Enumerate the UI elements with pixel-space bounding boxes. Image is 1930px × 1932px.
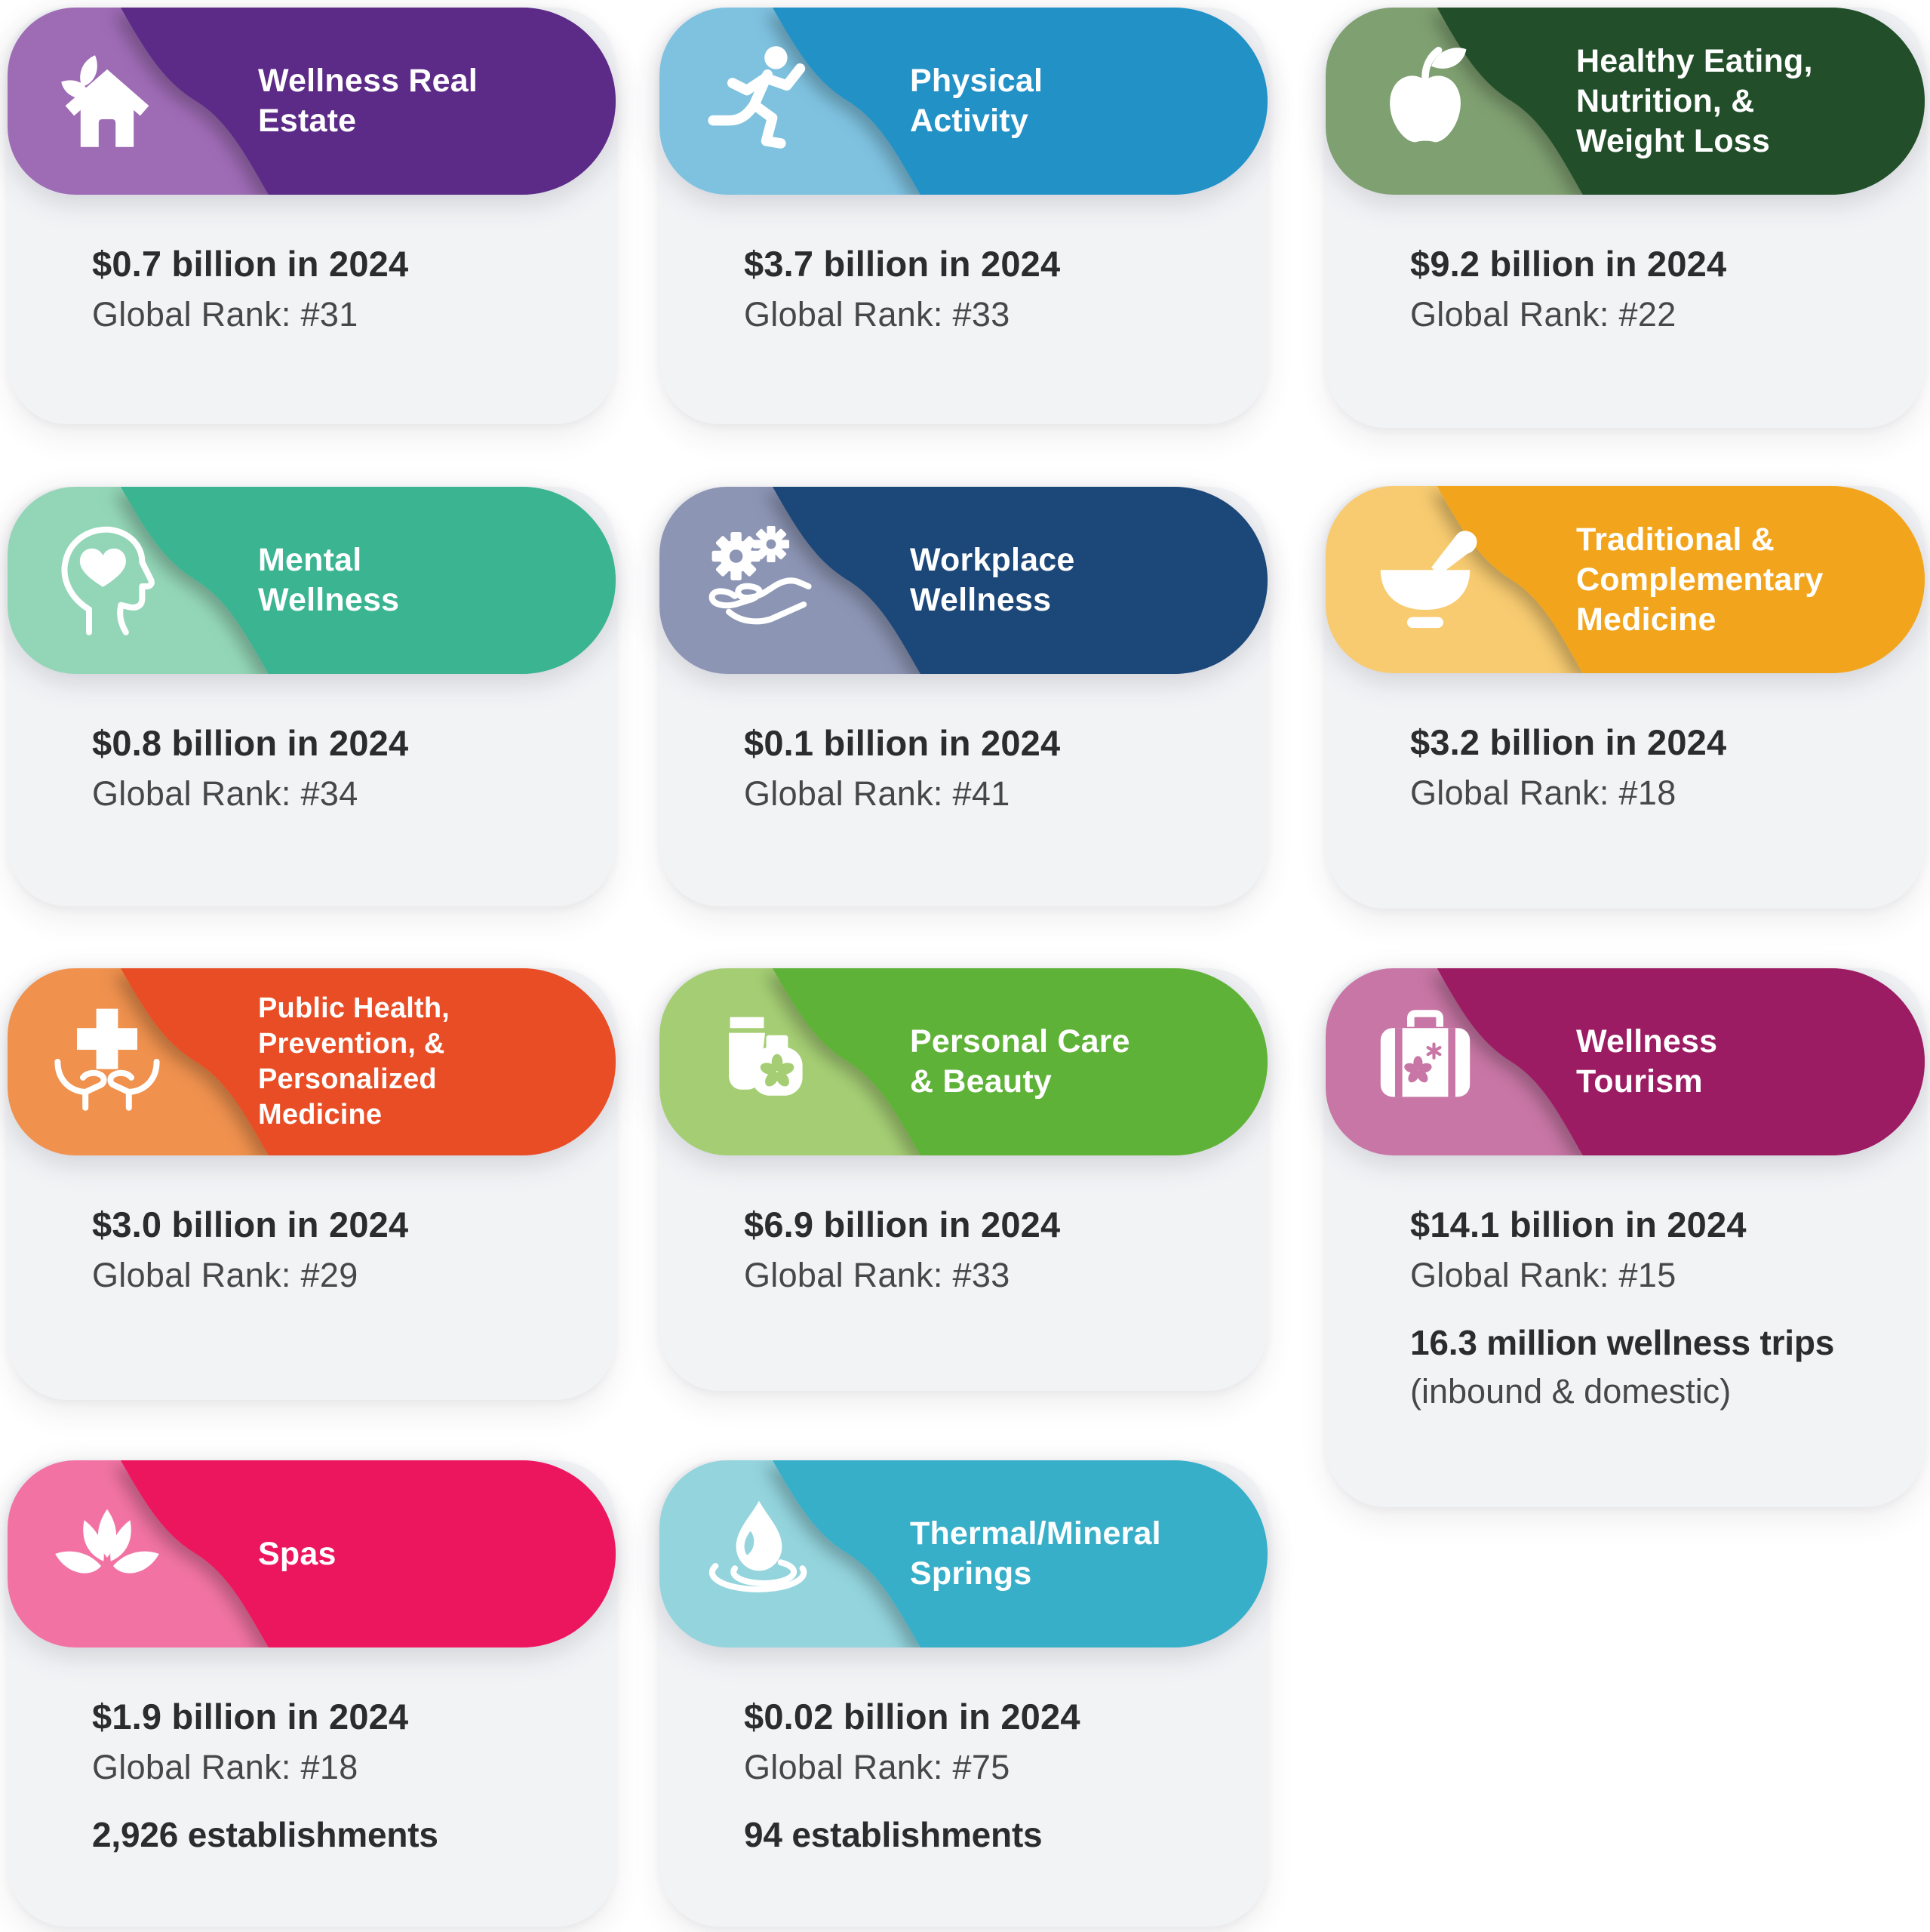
wave-shape: [121, 8, 616, 195]
card-title: Mental Wellness: [258, 542, 400, 618]
water-drop-ripples-icon: [699, 1494, 819, 1614]
mortar-pestle-icon: [1365, 519, 1486, 640]
wave-shape: [121, 968, 616, 1155]
card-body: $14.1 billion in 2024 Global Rank: #15 1…: [1326, 1155, 1925, 1507]
card-body: $0.1 billion in 2024 Global Rank: #41: [659, 674, 1268, 906]
card-header: Workplace Wellness: [659, 487, 1268, 674]
lotus-icon: [47, 1494, 167, 1614]
card-body: $0.02 billion in 2024 Global Rank: #75 9…: [659, 1647, 1268, 1927]
card-header: Public Health, Prevention, & Personalize…: [8, 968, 616, 1155]
global-rank: Global Rank: #33: [744, 1256, 1010, 1294]
card-body: $3.2 billion in 2024 Global Rank: #18: [1326, 673, 1925, 909]
market-value: $0.8 billion in 2024: [92, 723, 409, 763]
market-value: $14.1 billion in 2024: [1410, 1204, 1747, 1244]
card-body: $1.9 billion in 2024 Global Rank: #18 2,…: [8, 1647, 616, 1927]
card-spas: Spas $1.9 billion in 2024 Global Rank: #…: [8, 1460, 616, 1927]
card-header: Thermal/Mineral Springs: [659, 1460, 1268, 1647]
card-title: Spas: [258, 1535, 337, 1572]
card-header: Traditional & Complementary Medicine: [1326, 486, 1925, 673]
global-rank: Global Rank: #18: [92, 1748, 358, 1786]
card-public-health: Public Health, Prevention, & Personalize…: [8, 968, 616, 1400]
cross-hands-icon: [47, 1001, 167, 1122]
apple-icon: [1365, 41, 1486, 162]
establishments-stat: 2,926 establishments: [92, 1815, 438, 1854]
market-value: $3.2 billion in 2024: [1410, 722, 1727, 762]
card-body: $9.2 billion in 2024 Global Rank: #22: [1326, 195, 1925, 428]
wave-shape: [1437, 8, 1925, 195]
card-title: Wellness Real Estate: [258, 63, 478, 139]
market-value: $1.9 billion in 2024: [92, 1697, 409, 1737]
card-thermal-mineral-springs: Thermal/Mineral Springs $0.02 billion in…: [659, 1460, 1268, 1927]
market-value: $6.9 billion in 2024: [744, 1204, 1061, 1244]
market-value: $0.02 billion in 2024: [744, 1697, 1080, 1737]
card-body: $3.7 billion in 2024 Global Rank: #33: [659, 195, 1268, 424]
gears-hand-icon: [699, 520, 819, 641]
card-title: Public Health, Prevention, & Personalize…: [258, 992, 450, 1131]
suitcase-flower-icon: [1365, 1001, 1486, 1122]
card-body: $0.7 billion in 2024 Global Rank: #31: [8, 195, 616, 424]
establishments-stat: 94 establishments: [744, 1815, 1043, 1854]
card-title: Thermal/Mineral Springs: [910, 1515, 1161, 1592]
global-rank: Global Rank: #75: [744, 1748, 1010, 1786]
market-value: $9.2 billion in 2024: [1410, 244, 1727, 284]
card-header: Spas: [8, 1460, 616, 1647]
card-title: Workplace Wellness: [910, 542, 1075, 618]
card-workplace-wellness: Workplace Wellness $0.1 billion in 2024 …: [659, 487, 1268, 906]
card-mental-wellness: Mental Wellness $0.8 billion in 2024 Glo…: [8, 487, 616, 906]
card-body: $3.0 billion in 2024 Global Rank: #29: [8, 1155, 616, 1400]
market-value: $0.1 billion in 2024: [744, 723, 1061, 763]
wellness-trips-note: (inbound & domestic): [1410, 1372, 1732, 1411]
card-title: Physical Activity: [910, 63, 1043, 139]
card-header: Mental Wellness: [8, 487, 616, 674]
card-header: Wellness Real Estate: [8, 8, 616, 195]
runner-icon: [699, 41, 819, 162]
head-heart-icon: [47, 520, 167, 641]
wave-shape: [773, 8, 1268, 195]
card-header: Physical Activity: [659, 8, 1268, 195]
card-title: Traditional & Complementary Medicine: [1576, 521, 1824, 638]
card-personal-care-beauty: Personal Care & Beauty $6.9 billion in 2…: [659, 968, 1268, 1391]
card-header: Personal Care & Beauty: [659, 968, 1268, 1155]
wellness-trips-stat: 16.3 million wellness trips: [1410, 1323, 1835, 1362]
card-title: Wellness Tourism: [1576, 1023, 1718, 1100]
card-traditional-medicine: Traditional & Complementary Medicine $3.…: [1326, 486, 1925, 909]
card-header: Wellness Tourism: [1326, 968, 1925, 1155]
wave-shape: [773, 487, 1268, 674]
market-value: $0.7 billion in 2024: [92, 244, 409, 284]
global-rank: Global Rank: #15: [1410, 1256, 1676, 1294]
market-value: $3.0 billion in 2024: [92, 1204, 409, 1244]
card-header: Healthy Eating, Nutrition, & Weight Loss: [1326, 8, 1925, 195]
global-rank: Global Rank: #33: [744, 295, 1010, 334]
market-value: $3.7 billion in 2024: [744, 244, 1061, 284]
global-rank: Global Rank: #34: [92, 774, 358, 813]
global-rank: Global Rank: #22: [1410, 295, 1676, 334]
wave-shape: [1437, 486, 1925, 673]
card-physical-activity: Physical Activity $3.7 billion in 2024 G…: [659, 8, 1268, 424]
wave-shape: [1437, 968, 1925, 1155]
card-body: $6.9 billion in 2024 Global Rank: #33: [659, 1155, 1268, 1391]
global-rank: Global Rank: #18: [1410, 774, 1676, 812]
wave-shape: [121, 1460, 616, 1647]
house-leaf-icon: [47, 41, 167, 162]
card-title: Personal Care & Beauty: [910, 1023, 1130, 1100]
global-rank: Global Rank: #31: [92, 295, 358, 334]
card-body: $0.8 billion in 2024 Global Rank: #34: [8, 674, 616, 906]
card-wellness-tourism: Wellness Tourism $14.1 billion in 2024 G…: [1326, 968, 1925, 1507]
wave-shape: [773, 1460, 1268, 1647]
wave-shape: [773, 968, 1268, 1155]
cosmetics-icon: [699, 1001, 819, 1122]
wave-shape: [121, 487, 616, 674]
card-wellness-real-estate: Wellness Real Estate $0.7 billion in 202…: [8, 8, 616, 424]
card-healthy-eating: Healthy Eating, Nutrition, & Weight Loss…: [1326, 8, 1925, 428]
global-rank: Global Rank: #29: [92, 1256, 358, 1294]
global-rank: Global Rank: #41: [744, 774, 1010, 813]
card-title: Healthy Eating, Nutrition, & Weight Loss: [1576, 42, 1813, 159]
